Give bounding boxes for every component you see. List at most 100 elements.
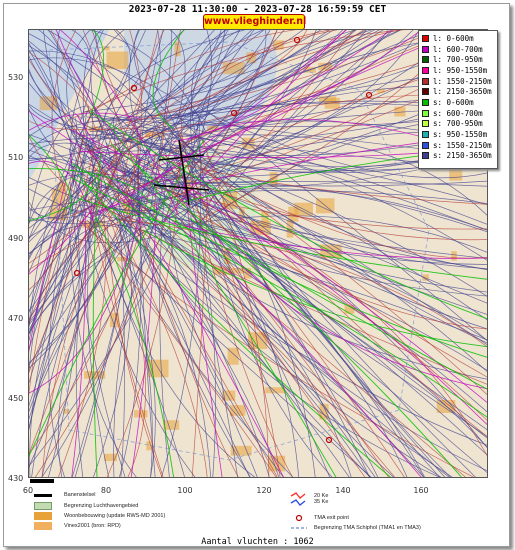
flight-track-high xyxy=(106,163,453,477)
altitude-color-swatch xyxy=(422,88,429,96)
flight-track-landing xyxy=(29,59,126,205)
flight-track-high xyxy=(158,30,344,124)
housing-block xyxy=(222,390,236,401)
site-link-badge[interactable]: www.vlieghinder.nl xyxy=(203,14,306,30)
flight-track-high xyxy=(203,180,487,187)
flight-track-high xyxy=(206,30,420,166)
flight-track-landing xyxy=(201,170,487,259)
tma-exit-point xyxy=(293,36,301,44)
flight-track-low xyxy=(89,30,347,220)
flight-track-landing xyxy=(88,30,159,203)
airport-area-swatch xyxy=(34,502,52,510)
flight-track-landing xyxy=(123,30,165,181)
housing-block xyxy=(449,169,463,181)
flight-track-high xyxy=(29,178,139,255)
flight-track-landing xyxy=(155,30,308,116)
flight-track-high xyxy=(116,137,251,477)
flight-track-high xyxy=(69,181,126,477)
flight-track-high xyxy=(31,142,126,477)
flight-track-low xyxy=(55,30,142,162)
flight-track-high xyxy=(204,30,402,213)
flight-track-high xyxy=(159,163,170,477)
flight-track-departure xyxy=(77,174,392,477)
runway-swatch xyxy=(34,493,52,497)
housing-block xyxy=(261,211,269,228)
flight-track-high xyxy=(102,196,211,477)
flight-track-departure xyxy=(108,124,337,477)
altitude-legend-label: s: 2150-3650m xyxy=(433,151,492,161)
altitude-legend-row: l: 1550-2150m xyxy=(422,76,494,87)
flight-track-high xyxy=(138,178,487,270)
y-tick-label: 470 xyxy=(8,314,24,323)
flight-track-landing xyxy=(29,135,162,226)
flight-track-landing xyxy=(106,224,163,477)
flight-track-high xyxy=(119,224,487,341)
flight-track-low xyxy=(59,30,179,216)
flight-track-low xyxy=(162,30,347,224)
flight-track-high xyxy=(135,203,487,297)
altitude-legend-label: l: 950-1550m xyxy=(433,65,488,75)
x-tick-label: 160 xyxy=(413,486,429,495)
housing-block xyxy=(207,126,220,131)
flight-track-landing xyxy=(93,30,296,111)
flight-track-landing xyxy=(51,30,77,205)
legend-noise-contours: 20 Ke 35 Ke xyxy=(290,492,328,506)
flight-track-high xyxy=(106,30,131,111)
housing-block xyxy=(273,40,284,50)
flight-track-high xyxy=(29,225,118,298)
flight-track-high xyxy=(29,206,87,219)
flight-track-high xyxy=(29,165,76,240)
flight-track-high xyxy=(29,176,181,211)
flight-track-high xyxy=(162,118,476,477)
flight-track-high xyxy=(84,30,215,150)
housing-block xyxy=(106,51,129,70)
housing-block xyxy=(103,46,110,51)
flight-track-landing xyxy=(168,185,389,477)
runway xyxy=(178,139,190,206)
legend-housing: Woonbebouwing (update RWS-MD 2001) xyxy=(34,512,165,520)
flight-track-high xyxy=(176,30,213,204)
flight-track-high xyxy=(198,174,451,477)
altitude-legend-label: l: 600-700m xyxy=(433,44,483,54)
flight-track-high xyxy=(112,116,125,477)
flight-track-high xyxy=(38,30,113,167)
flight-track-high xyxy=(87,133,487,297)
altitude-legend-row: l: 950-1550m xyxy=(422,65,494,76)
altitude-legend-label: s: 600-700m xyxy=(433,108,483,118)
altitude-legend-label: s: 950-1550m xyxy=(433,130,488,140)
flight-track-landing xyxy=(106,116,182,477)
flight-track-high xyxy=(135,196,487,471)
x-tick-label: 80 xyxy=(100,486,112,495)
flight-track-high xyxy=(161,115,202,477)
altitude-legend-row: l: 2150-3650m xyxy=(422,86,494,97)
tma-exit-point xyxy=(230,109,238,117)
flight-track-high xyxy=(150,114,395,477)
flight-track-high xyxy=(68,147,196,477)
scale-bar xyxy=(30,479,54,483)
track-map-canvas xyxy=(29,30,487,477)
y-tick-label: 510 xyxy=(8,153,24,162)
flight-track-departure xyxy=(89,30,105,117)
altitude-legend-label: l: 0-600m xyxy=(433,33,474,43)
flight-track-high xyxy=(183,30,357,134)
housing-block xyxy=(422,274,429,281)
altitude-color-swatch xyxy=(422,152,429,160)
flight-track-map[interactable] xyxy=(28,29,488,478)
flight-track-high xyxy=(207,110,487,341)
altitude-legend-row: s: 1550-2150m xyxy=(422,140,494,151)
legend-tma-boundary-label: Begrenzing TMA Schiphol (TMA1 en TMA3) xyxy=(314,525,421,531)
flight-track-high xyxy=(137,30,330,146)
flight-track-high xyxy=(72,30,146,184)
altitude-legend-row: s: 2150-3650m xyxy=(422,151,494,162)
map-legend: Banenstelsel Begrenzing Luchthavengebied… xyxy=(28,492,488,534)
flight-track-high xyxy=(69,227,137,477)
flight-track-high xyxy=(138,181,487,233)
legend-tma-exit-label: TMA exit point xyxy=(314,515,349,521)
housing-block xyxy=(269,172,278,187)
tma-exit-point xyxy=(325,436,333,444)
flight-track-high xyxy=(88,30,222,130)
flight-track-high xyxy=(181,30,267,203)
housing-block xyxy=(319,403,329,420)
flight-track-landing xyxy=(138,222,239,477)
flight-track-high xyxy=(137,30,164,225)
